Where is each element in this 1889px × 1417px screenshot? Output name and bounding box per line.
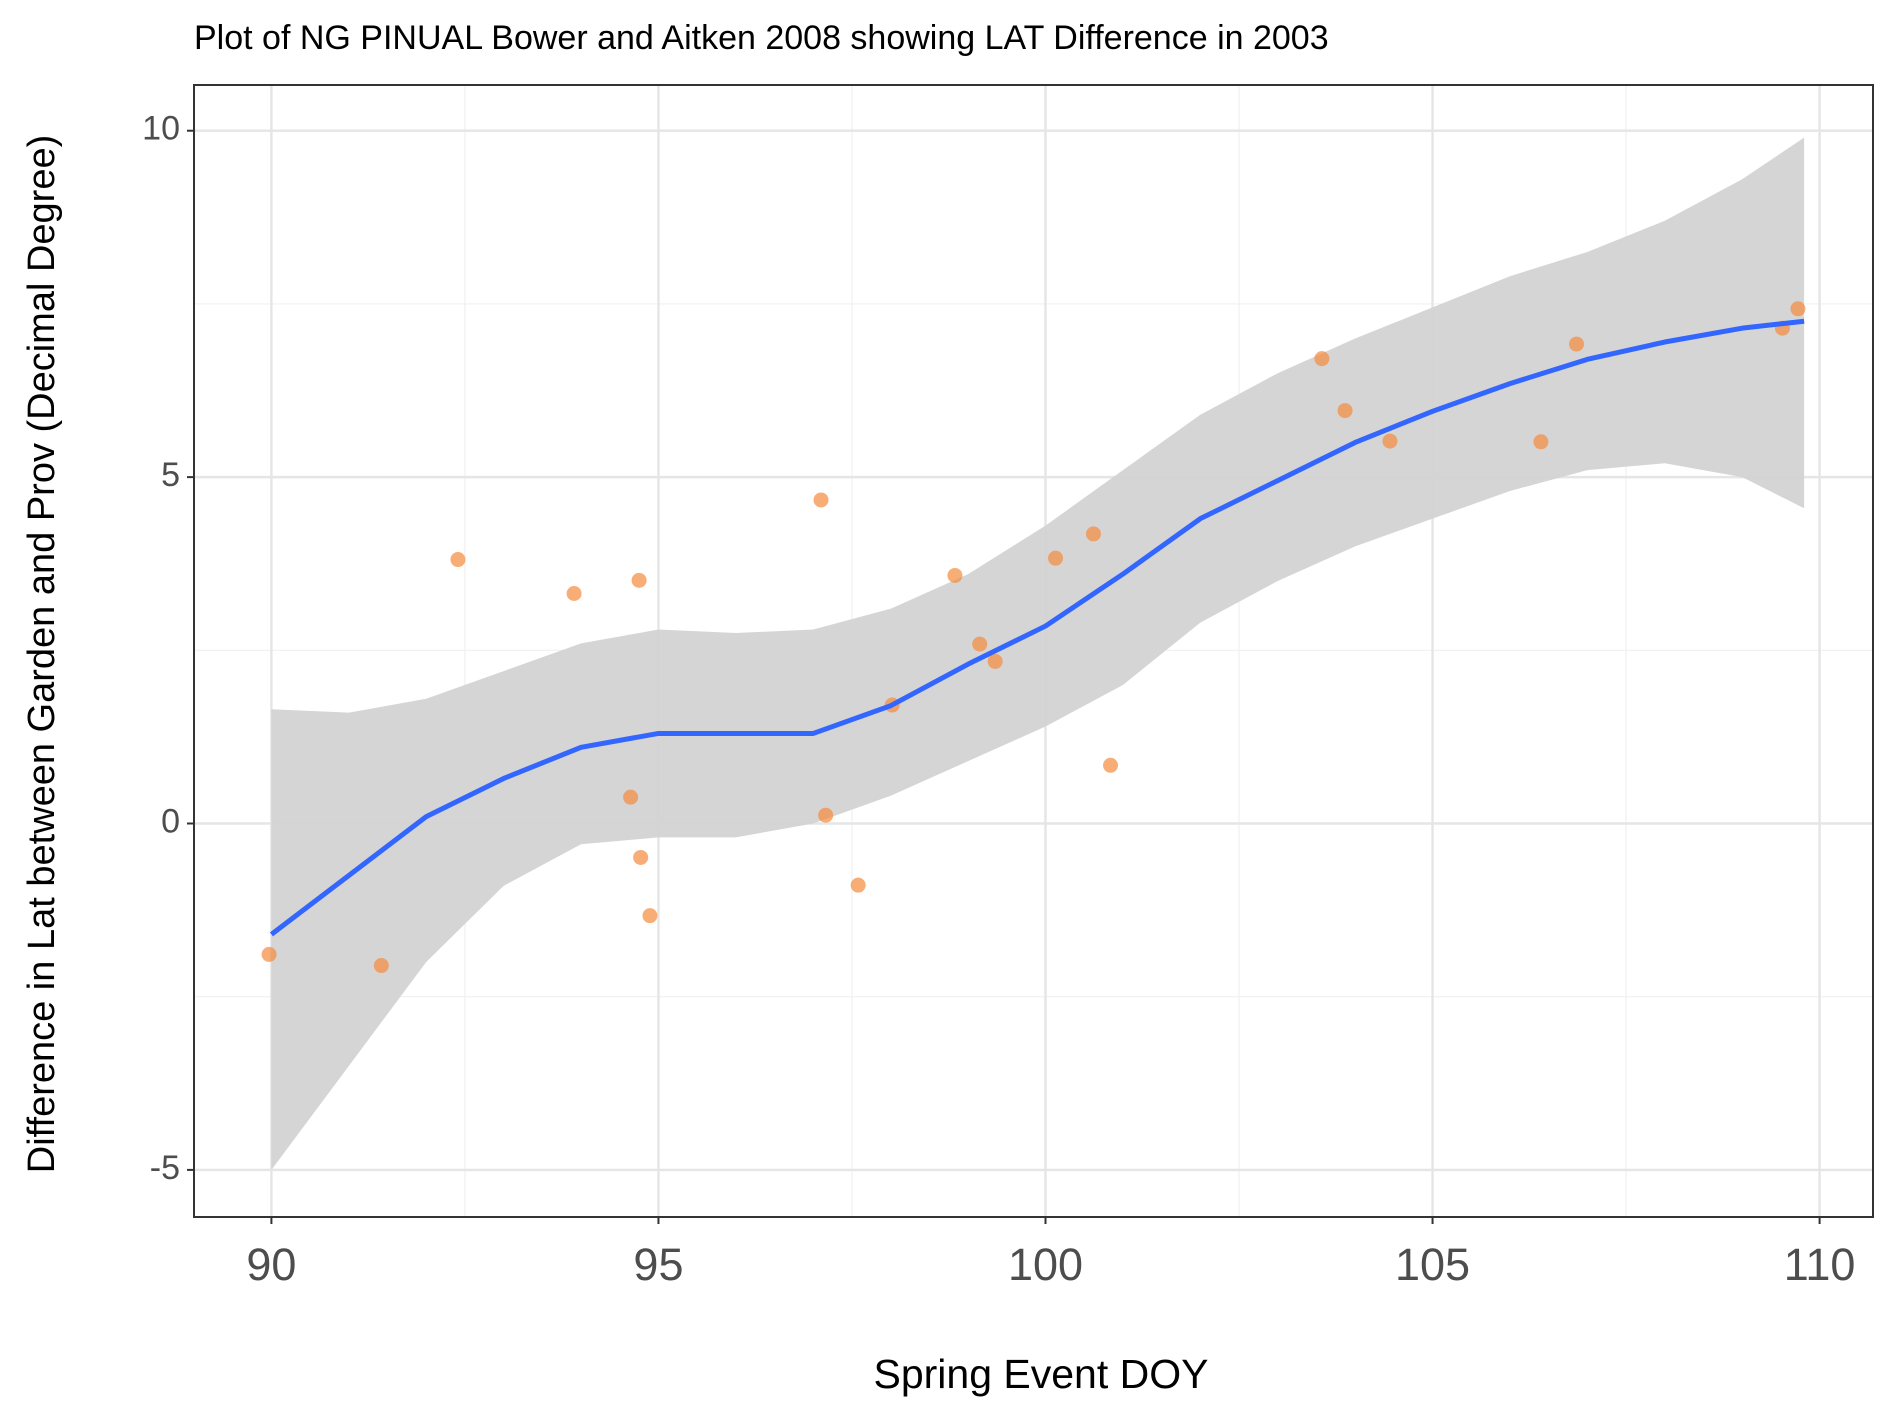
panel-border xyxy=(193,84,1874,1218)
point xyxy=(813,492,829,508)
point xyxy=(1085,526,1101,542)
point xyxy=(623,789,639,805)
smooth-line xyxy=(269,318,1805,937)
point xyxy=(987,653,1003,669)
x-tick-label: 100 xyxy=(1008,1239,1083,1290)
point xyxy=(850,877,866,893)
y-axis-title: Difference in Lat between Garden and Pro… xyxy=(21,135,63,1174)
x-axis-title: Spring Event DOY xyxy=(874,1351,1209,1397)
point xyxy=(631,572,647,588)
y-tick-label: 10 xyxy=(142,110,180,148)
point xyxy=(972,636,988,652)
point xyxy=(1533,434,1549,450)
point xyxy=(1790,301,1806,317)
point xyxy=(642,908,658,924)
point xyxy=(373,958,389,974)
point xyxy=(1314,351,1330,367)
point xyxy=(947,567,963,583)
x-tick-label: 110 xyxy=(1784,1239,1856,1290)
point xyxy=(1048,550,1064,566)
y-tick-label: 5 xyxy=(161,456,180,494)
point xyxy=(818,807,834,823)
x-tick-label: 105 xyxy=(1395,1239,1470,1290)
y-tick-label: -5 xyxy=(150,1149,180,1187)
x-tick-label: 95 xyxy=(633,1239,683,1290)
x-tick-label: 90 xyxy=(246,1239,296,1290)
point xyxy=(1382,433,1398,449)
point xyxy=(1569,336,1585,352)
confidence-band xyxy=(271,137,1805,1170)
chart-title: Plot of NG PINUAL Bower and Aitken 2008 … xyxy=(194,19,1329,57)
point xyxy=(450,552,466,568)
point xyxy=(633,849,649,865)
point xyxy=(261,946,277,962)
point xyxy=(1337,403,1353,419)
point xyxy=(1103,757,1119,773)
point xyxy=(566,585,582,601)
y-tick-label: 0 xyxy=(161,802,180,840)
